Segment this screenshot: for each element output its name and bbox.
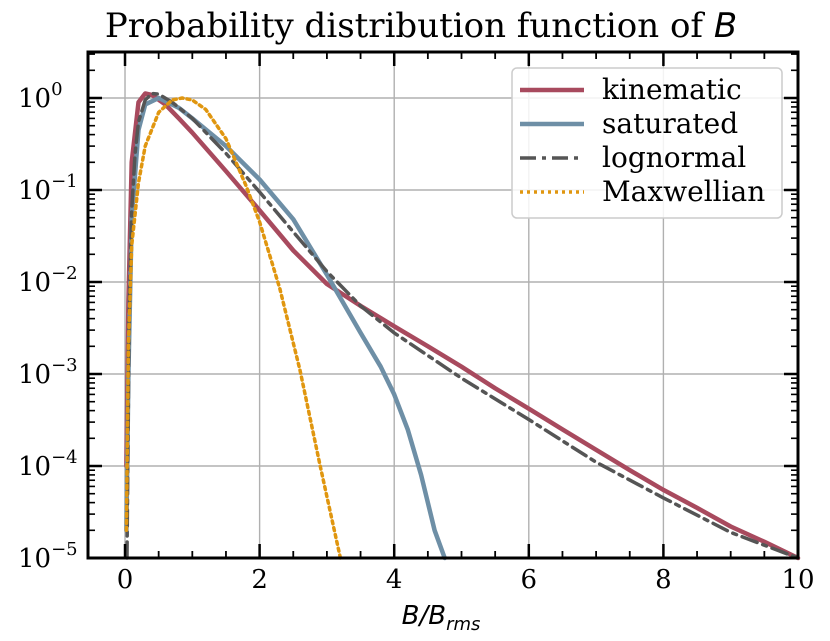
y-tick-label-4: 10−4 <box>18 447 78 482</box>
legend-box <box>511 67 783 219</box>
y-tick-label-1: 10−1 <box>18 171 78 206</box>
series-line-lognormal <box>125 91 800 560</box>
legend-label-kinematic: kinematic <box>602 73 742 106</box>
legend-label-lognormal: lognormal <box>602 141 746 174</box>
y-tick-label-5: 10−5 <box>18 539 78 574</box>
y-tick-label-0: 100 <box>18 79 63 114</box>
x-tick-label-0: 0 <box>117 565 134 595</box>
ticks <box>88 52 800 560</box>
plot-frame <box>86 50 800 560</box>
series-group <box>124 91 801 561</box>
x-tick-label-2: 4 <box>386 565 403 595</box>
x-tick-label-3: 6 <box>521 565 538 595</box>
y-tick-label-3: 10−3 <box>18 355 78 390</box>
chart-title: Probability distribution function of B <box>105 6 737 46</box>
legend-label-Maxwellian: Maxwellian <box>602 175 765 208</box>
y-tick-label-2: 10−2 <box>18 263 78 298</box>
legend-label-saturated: saturated <box>602 107 738 140</box>
series-line-Maxwellian <box>124 96 343 560</box>
x-tick-label-1: 2 <box>251 565 268 595</box>
x-tick-label-5: 10 <box>781 565 814 595</box>
x-axis-label: B/Brms <box>402 601 481 635</box>
x-tick-label-4: 8 <box>655 565 672 595</box>
tick-labels: 0 2 4 6 8 10 100 10−1 10−2 10−3 10−4 10−5 <box>18 79 815 595</box>
